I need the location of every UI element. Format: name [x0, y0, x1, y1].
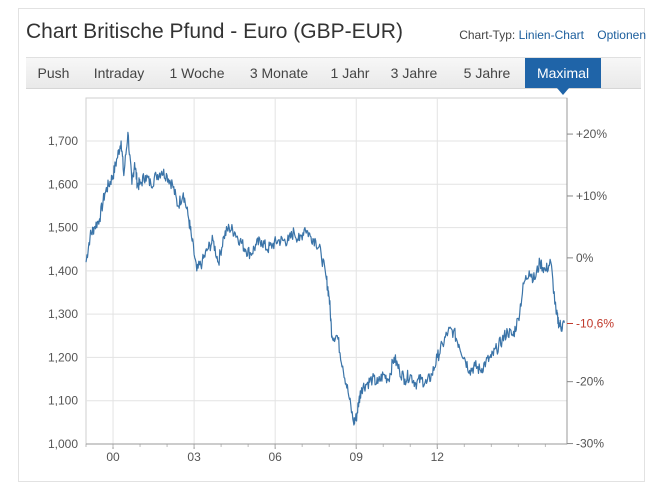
tab-5-jahre[interactable]: 5 Jahre — [463, 65, 511, 81]
price-line — [85, 131, 565, 426]
x-tick-label: 09 — [350, 450, 364, 464]
right-tick-label: 0% — [576, 251, 594, 265]
x-tick-label: 12 — [431, 450, 445, 464]
y-tick-label: 1,100 — [48, 394, 78, 408]
options-link[interactable]: Optionen — [597, 28, 646, 42]
right-tick-label: +20% — [576, 127, 607, 141]
chart-header: Chart Britische Pfund - Euro (GBP-EUR) C… — [26, 20, 646, 52]
chart-options-bar: Chart-Typ: Linien-Chart Optionen — [459, 28, 646, 42]
y-tick-label: 1,300 — [48, 307, 78, 321]
chart-type-label: Chart-Typ: — [459, 28, 516, 42]
right-tick-label: -30% — [576, 437, 604, 451]
tab-intraday[interactable]: Intraday — [93, 65, 145, 81]
x-tick-label: 03 — [187, 450, 201, 464]
range-tabs: Push Intraday 1 Woche 3 Monate 1 Jahr 3 … — [26, 57, 641, 95]
y-tick-label: 1,200 — [48, 350, 78, 364]
y-tick-label: 1,500 — [48, 221, 78, 235]
y-tick-label: 1,700 — [48, 134, 78, 148]
tab-1-woche[interactable]: 1 Woche — [169, 65, 225, 81]
page-title: Chart Britische Pfund - Euro (GBP-EUR) — [26, 20, 403, 43]
tab-maximal[interactable]: Maximal — [525, 58, 601, 95]
y-tick-label: 1,600 — [48, 177, 78, 191]
x-tick-label: 00 — [106, 450, 120, 464]
y-tick-label: 1,000 — [48, 437, 78, 451]
chart-type-link[interactable]: Linien-Chart — [518, 28, 584, 42]
x-tick-label: 06 — [268, 450, 282, 464]
right-tick-label: -20% — [576, 375, 604, 389]
tab-3-jahre[interactable]: 3 Jahre — [390, 65, 438, 81]
tab-1-jahr[interactable]: 1 Jahr — [330, 65, 370, 81]
y-tick-label: 1,400 — [48, 264, 78, 278]
current-value-label: -10,6% — [576, 316, 614, 330]
tab-push[interactable]: Push — [37, 65, 70, 81]
tab-3-monate[interactable]: 3 Monate — [249, 65, 309, 81]
right-tick-label: +10% — [576, 189, 607, 203]
